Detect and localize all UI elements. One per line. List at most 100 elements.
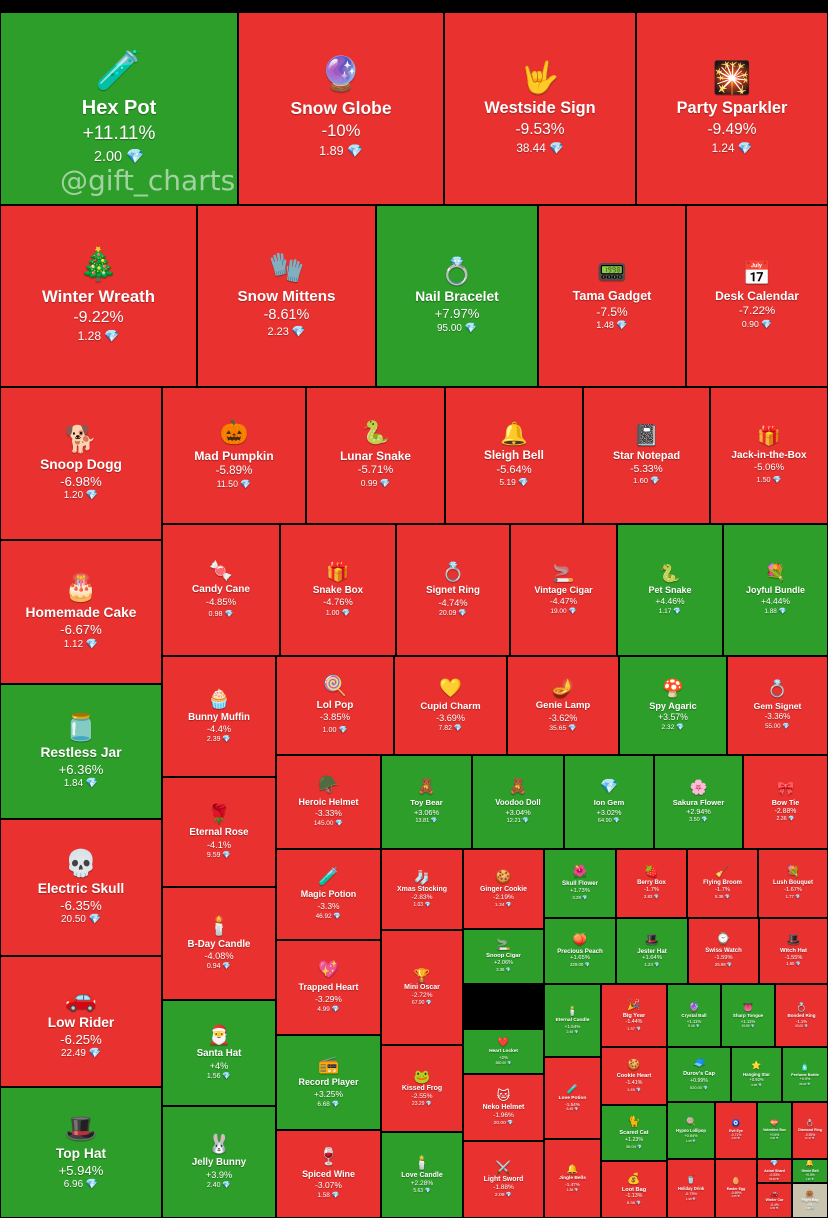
- tile-lol-pop[interactable]: 🍭 Lol Pop -3.85% 1.00 💎: [276, 656, 394, 755]
- tile-light-sword[interactable]: ⚔️ Light Sword -1.88% 2.09 💎: [463, 1141, 544, 1218]
- tile-snow-mittens[interactable]: 🧤 Snow Mittens -8.61% 2.23 💎: [197, 205, 376, 387]
- tile-xmas-stocking[interactable]: 🧦 Xmas Stocking -2.83% 1.03 💎: [381, 849, 463, 930]
- tile-flying-broom[interactable]: 🧹 Flying Broom -1.7% 5.38 💎: [687, 849, 758, 918]
- tile-evil-eye[interactable]: 🧿 Evil Eye -0.71% 2.50 💎: [715, 1102, 757, 1159]
- diamond-icon: 💎: [331, 1192, 340, 1200]
- tile-party-sparkler[interactable]: 🎇 Party Sparkler -9.49% 1.24 💎: [636, 12, 828, 205]
- tile-sleigh-bell[interactable]: 🔔 Sleigh Bell -5.64% 5.19 💎: [445, 387, 583, 524]
- tile-holiday-drink[interactable]: 🥤 Holiday Drink -0.75% 1.99 💎: [667, 1159, 715, 1218]
- tile-b-day-candle[interactable]: 🕯️ B-Day Candle -4.08% 0.94 💎: [162, 887, 276, 1000]
- tile-jester-hat[interactable]: 🎩 Jester Hat +1.64% 1.24 💎: [616, 918, 688, 984]
- tile-jelly-bunny[interactable]: 🐰 Jelly Bunny +3.9% 2.40 💎: [162, 1106, 276, 1218]
- tile-electric-skull[interactable]: 💀 Electric Skull -6.35% 20.50 💎: [0, 819, 162, 956]
- tile-sharp-tongue[interactable]: 👅 Sharp Tongue +1.11% 19.89 💎: [721, 984, 775, 1047]
- tile-love-potion[interactable]: 🧪 Love Potion -1.54% 6.45 💎: [544, 1057, 601, 1139]
- tile-trapped-heart[interactable]: 💖 Trapped Heart -3.29% 4.99 💎: [276, 940, 381, 1035]
- tile-skull-flower[interactable]: 🌺 Skull Flower +1.73% 3.29 💎: [544, 849, 616, 918]
- tile-lush-bouquet[interactable]: 💐 Lush Bouquet -1.67% 1.77 💎: [758, 849, 828, 918]
- tile-hypno-lollipop[interactable]: 🍭 Hypno Lollipop +0.84% 1.65 💎: [667, 1102, 715, 1159]
- tile-big-year[interactable]: 🎉 Big Year -1.44% 1.37 💎: [601, 984, 667, 1047]
- tile-toy-bear[interactable]: 🧸 Toy Bear +3.06% 13.81 💎: [381, 755, 472, 849]
- tile-diamond-ring[interactable]: 💍 Diamond Ring -0.55% 11.47 💎: [792, 1102, 828, 1159]
- tile-flight-bag[interactable]: 👜 Flight Bag 0% 0.98 💎: [792, 1183, 828, 1218]
- tile-easter-egg[interactable]: 🥚 Easter Egg -0.69% 2.05 💎: [715, 1159, 757, 1218]
- tile-name: Perfume Bottle: [791, 1071, 819, 1077]
- tile-durov-s-cap[interactable]: 🧢 Durov's Cap +0.99% 520.00 💎: [667, 1047, 731, 1102]
- tile-price: 66.00 💎: [799, 1082, 810, 1086]
- tile-gem-signet[interactable]: 💍 Gem Signet -3.36% 55.00 💎: [727, 656, 828, 755]
- tile-name: Spy Agaric: [649, 700, 697, 711]
- tile-top-hat[interactable]: 🎩 Top Hat +5.94% 6.96 💎: [0, 1087, 162, 1218]
- tile-cupid-charm[interactable]: 💛 Cupid Charm -3.69% 7.82 💎: [394, 656, 507, 755]
- tile-price: 2.32 💎: [662, 723, 685, 731]
- tile-record-player[interactable]: 📻 Record Player +3.25% 6.68 💎: [276, 1035, 381, 1130]
- tile-tama-gadget[interactable]: 📟 Tama Gadget -7.5% 1.48 💎: [538, 205, 686, 387]
- tile-magic-potion[interactable]: 🧪 Magic Potion -3.3% 46.92 💎: [276, 849, 381, 940]
- tile-winter-wreath[interactable]: 🎄 Winter Wreath -9.22% 1.28 💎: [0, 205, 197, 387]
- tile-swiss-watch[interactable]: ⌚ Swiss Watch -1.59% 25.98 💎: [688, 918, 759, 984]
- tile-nail-bracelet[interactable]: 💍 Nail Bracelet +7.97% 95.00 💎: [376, 205, 538, 387]
- tile-valentine-box[interactable]: 💝 Valentine Box +0.6% 3.90 💎: [757, 1102, 792, 1159]
- tile-santa-hat[interactable]: 🎅 Santa Hat +4% 1.56 💎: [162, 1000, 276, 1106]
- tile-change: -5.64%: [496, 463, 532, 476]
- tile-spy-agaric[interactable]: 🍄 Spy Agaric +3.57% 2.32 💎: [619, 656, 727, 755]
- tile-bonded-ring[interactable]: 💍 Bonded Ring -1.1% 43.00 💎: [775, 984, 828, 1047]
- tile-snow-globe[interactable]: 🔮 Snow Globe -10% 1.89 💎: [238, 12, 444, 205]
- tile-cookie-heart[interactable]: 🍪 Cookie Heart -1.41% 1.45 💎: [601, 1047, 667, 1105]
- tile-neko-helmet[interactable]: 🐱 Neko Helmet -1.96% 20.00 💎: [463, 1074, 544, 1141]
- tile-ginger-cookie[interactable]: 🍪 Ginger Cookie -2.19% 1.34 💎: [463, 849, 544, 929]
- tile-price: 1.37 💎: [627, 1026, 641, 1031]
- tile-jingle-bells[interactable]: 🔔 Jingle Bells -1.47% 1.38 💎: [544, 1139, 601, 1218]
- tile-restless-jar[interactable]: 🫙 Restless Jar +6.36% 1.84 💎: [0, 684, 162, 819]
- tile-bunny-muffin[interactable]: 🧁 Bunny Muffin -4.4% 2.39 💎: [162, 656, 276, 777]
- tile-love-candle[interactable]: 🕯️ Love Candle +2.28% 5.63 💎: [381, 1132, 463, 1218]
- tile-eternal-rose[interactable]: 🌹 Eternal Rose -4.1% 9.59 💎: [162, 777, 276, 887]
- tile-berry-box[interactable]: 🍓 Berry Box -1.7% 2.83 💎: [616, 849, 687, 918]
- tile-genie-bell[interactable]: 🔔 Genie Bell +0.5% 1.99 💎: [792, 1159, 828, 1183]
- tile-winter-car[interactable]: 🚗 Winter Car -0.4% 0.95 💎: [757, 1183, 792, 1218]
- tile-witch-hat[interactable]: 🎩 Witch Hat -1.55% 1.60 💎: [759, 918, 828, 984]
- tile-hex-pot[interactable]: 🧪 Hex Pot +11.11% 2.00 💎: [0, 12, 238, 205]
- tile-desk-calendar[interactable]: 📅 Desk Calendar -7.22% 0.90 💎: [686, 205, 828, 387]
- tile-loot-bag[interactable]: 💰 Loot Bag -1.13% 8.38 💎: [601, 1161, 667, 1218]
- tile-lunar-snake[interactable]: 🐍 Lunar Snake -5.71% 0.99 💎: [306, 387, 445, 524]
- tile-signet-ring[interactable]: 💍 Signet Ring -4.74% 20.09 💎: [396, 524, 510, 656]
- tile-change: +2.06%: [494, 960, 513, 967]
- tile-crystal-ball[interactable]: 🔮 Crystal Ball +1.11% 5.46 💎: [667, 984, 721, 1047]
- tile-snake-box[interactable]: 🎁 Snake Box -4.76% 1.00 💎: [280, 524, 396, 656]
- tile-eternal-candle[interactable]: 🕯️ Eternal Candle +1.54% 2.45 💎: [544, 984, 601, 1057]
- tile-bow-tie[interactable]: 🎀 Bow Tie -2.88% 2.36 💎: [743, 755, 828, 849]
- tile-snoop-cigar[interactable]: 🚬 Snoop Cigar +2.06% 3.36 💎: [463, 929, 544, 984]
- tile-candy-cane[interactable]: 🍬 Candy Cane -4.85% 0.98 💎: [162, 524, 280, 656]
- tile-astral-shard[interactable]: 💎 Astral Shard -0.53% 85.00 💎: [757, 1159, 792, 1183]
- tile-vintage-cigar[interactable]: 🚬 Vintage Cigar -4.47% 19.00 💎: [510, 524, 617, 656]
- tile-voodoo-doll[interactable]: 🧸 Voodoo Doll +3.04% 12.21 💎: [472, 755, 564, 849]
- tile-genie-lamp[interactable]: 🪔 Genie Lamp -3.62% 35.65 💎: [507, 656, 619, 755]
- tile-spiced-wine[interactable]: 🍷 Spiced Wine -3.07% 1.58 💎: [276, 1130, 381, 1218]
- tile-homemade-cake[interactable]: 🎂 Homemade Cake -6.67% 1.12 💎: [0, 540, 162, 684]
- tile-ion-gem[interactable]: 💎 Ion Gem +3.02% 64.90 💎: [564, 755, 654, 849]
- tile-precious-peach[interactable]: 🍑 Precious Peach +1.65% 229.00 💎: [544, 918, 616, 984]
- tile-mini-oscar[interactable]: 🏆 Mini Oscar -2.72% 67.90 💎: [381, 930, 463, 1045]
- tile-price: 1.99 💎: [686, 1197, 696, 1201]
- tile-heart-locket[interactable]: ❤️ Heart Locket +2% 850.00 💎: [463, 1029, 544, 1074]
- price-value: 2.05: [731, 1195, 738, 1199]
- tile-perfume-bottle[interactable]: 🧴 Perfume Bottle +0.9% 66.00 💎: [782, 1047, 828, 1102]
- tile-hanging-star[interactable]: ⭐ Hanging Star +0.92% 3.38 💎: [731, 1047, 782, 1102]
- tile-heroic-helmet[interactable]: 🪖 Heroic Helmet -3.33% 145.00 💎: [276, 755, 381, 849]
- tile-westside-sign[interactable]: 🤟 Westside Sign -9.53% 38.44 💎: [444, 12, 636, 205]
- tile-star-notepad[interactable]: 📓 Star Notepad -5.33% 1.60 💎: [583, 387, 710, 524]
- tile-low-rider[interactable]: 🚗 Low Rider -6.25% 22.49 💎: [0, 956, 162, 1087]
- tile-change: -1.96%: [493, 1112, 514, 1120]
- diamond-icon: 💎: [507, 1121, 514, 1127]
- tile-kissed-frog[interactable]: 🐸 Kissed Frog -2.55% 23.29 💎: [381, 1045, 463, 1132]
- tile-sakura-flower[interactable]: 🌸 Sakura Flower +2.94% 3.50 💎: [654, 755, 743, 849]
- tile-mad-pumpkin[interactable]: 🎃 Mad Pumpkin -5.89% 11.50 💎: [162, 387, 306, 524]
- tile-joyful-bundle[interactable]: 💐 Joyful Bundle +4.44% 1.88 💎: [723, 524, 828, 656]
- tile-snoop-dogg[interactable]: 🐕 Snoop Dogg -6.98% 1.20 💎: [0, 387, 162, 540]
- tile-change: -4.74%: [438, 597, 468, 608]
- tile-jack-in-the-box[interactable]: 🎁 Jack-in-the-Box -5.06% 1.50 💎: [710, 387, 828, 524]
- tile-scared-cat[interactable]: 🐈 Scared Cat +1.23% 36.04 💎: [601, 1105, 667, 1161]
- tile-pet-snake[interactable]: 🐍 Pet Snake +4.46% 1.17 💎: [617, 524, 723, 656]
